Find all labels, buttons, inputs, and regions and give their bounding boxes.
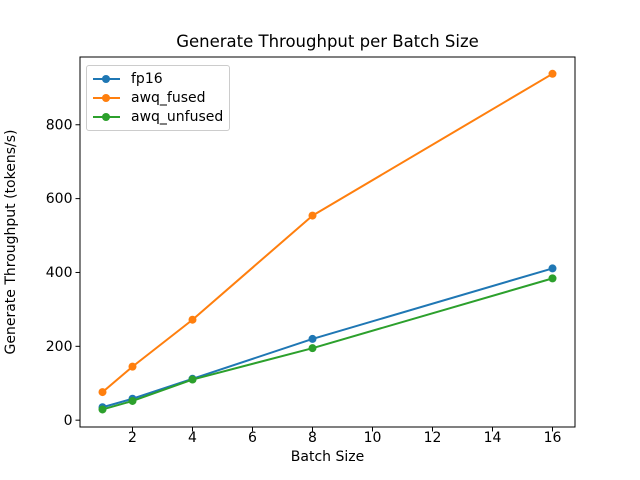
x-tick-label: 12 xyxy=(424,430,442,446)
legend: fp16 awq_fused awq_unfused xyxy=(86,65,230,131)
series-marker-awq_unfused xyxy=(548,274,557,283)
y-tick-label: 600 xyxy=(46,191,73,207)
series-marker-awq_fused xyxy=(98,388,107,397)
x-tick-label: 6 xyxy=(248,430,257,446)
x-tick-label: 16 xyxy=(544,430,562,446)
series-marker-awq_fused xyxy=(308,211,317,220)
y-tick-label: 800 xyxy=(46,117,73,133)
legend-item-fp16: fp16 xyxy=(93,70,225,89)
y-tick-label: 200 xyxy=(46,339,73,355)
series-marker-awq_fused xyxy=(128,362,137,371)
series-marker-fp16 xyxy=(308,334,317,343)
x-tick-label: 14 xyxy=(484,430,502,446)
legend-item-awq_unfused: awq_unfused xyxy=(93,107,225,126)
series-marker-awq_unfused xyxy=(128,396,137,405)
series-marker-awq_unfused xyxy=(98,405,107,414)
legend-line-marker-icon xyxy=(93,75,120,84)
series-marker-awq_fused xyxy=(548,69,557,78)
x-axis-label: Batch Size xyxy=(290,449,365,465)
series-marker-fp16 xyxy=(548,264,557,273)
legend-item-awq_fused: awq_fused xyxy=(93,89,225,108)
y-tick-label: 400 xyxy=(46,265,73,281)
series-marker-awq_unfused xyxy=(308,344,317,353)
legend-line-marker-icon xyxy=(93,112,120,121)
x-tick-label: 8 xyxy=(308,430,317,446)
y-tick-label: 0 xyxy=(64,413,73,429)
series-marker-awq_unfused xyxy=(188,375,197,384)
legend-label: awq_unfused xyxy=(131,108,224,125)
axes-frame xyxy=(79,56,576,428)
x-tick-label: 10 xyxy=(364,430,382,446)
x-tick-label: 2 xyxy=(128,430,137,446)
legend-line-marker-icon xyxy=(93,94,120,102)
series-marker-awq_fused xyxy=(188,315,197,324)
series-line-awq_unfused xyxy=(101,277,554,411)
y-axis-label: Generate Throughput (tokens/s) xyxy=(3,129,19,355)
legend-label: awq_fused xyxy=(131,90,206,106)
x-tick-label: 4 xyxy=(188,430,197,446)
chart-title: Generate Throughput per Batch Size xyxy=(176,32,479,51)
legend-label: fp16 xyxy=(131,71,163,88)
